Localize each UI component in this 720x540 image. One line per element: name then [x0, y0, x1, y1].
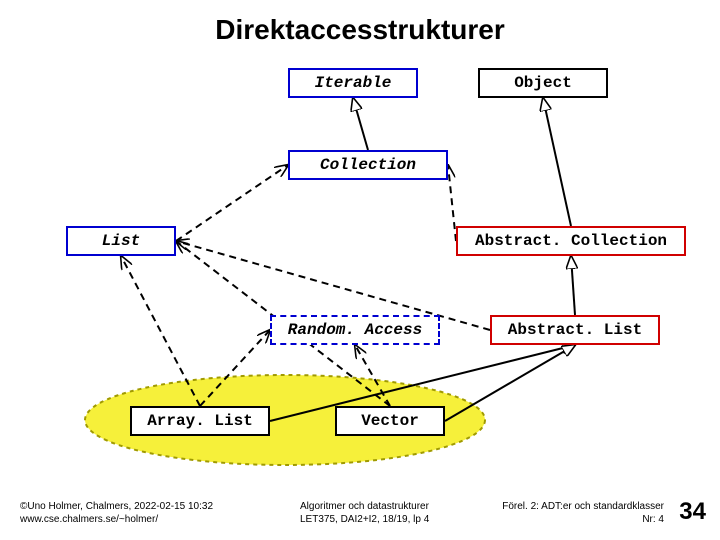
node-random: Random. Access [270, 315, 440, 345]
node-object: Object [478, 68, 608, 98]
slide-number: 34 [679, 498, 706, 526]
edge-abscoll-collection [448, 165, 456, 241]
node-vector: Vector [335, 406, 445, 436]
footer-right-line2: Nr: 4 [642, 514, 664, 525]
node-iterable: Iterable [288, 68, 418, 98]
edge-abscoll-object [543, 98, 571, 226]
footer-left: ©Uno Holmer, Chalmers, 2022-02-15 10:32 … [20, 501, 213, 526]
footer-center-line1: Algoritmer och datastrukturer [300, 501, 429, 512]
node-list: List [66, 226, 176, 256]
node-arraylist: Array. List [130, 406, 270, 436]
footer-center-line2: LET375, DAI2+I2, 18/19, lp 4 [300, 514, 429, 525]
edge-collection-iterable [353, 98, 368, 150]
footer-left-line2: www.cse.chalmers.se/~holmer/ [20, 514, 158, 525]
footer-right-line1: Förel. 2: ADT:er och standardklasser [502, 501, 664, 512]
node-abscoll: Abstract. Collection [456, 226, 686, 256]
footer-right: Förel. 2: ADT:er och standardklasser Nr:… [502, 501, 664, 526]
edge-abslist-abscoll [571, 256, 575, 315]
node-collection: Collection [288, 150, 448, 180]
edge-list-collection [176, 165, 288, 241]
page-title: Direktaccesstrukturer [0, 14, 720, 46]
footer-center: Algoritmer och datastrukturer LET375, DA… [300, 501, 429, 526]
edge-arraylist-list [121, 256, 200, 406]
edge-vector-abslist [445, 345, 575, 421]
footer-left-line1: ©Uno Holmer, Chalmers, 2022-02-15 10:32 [20, 501, 213, 512]
node-abslist: Abstract. List [490, 315, 660, 345]
